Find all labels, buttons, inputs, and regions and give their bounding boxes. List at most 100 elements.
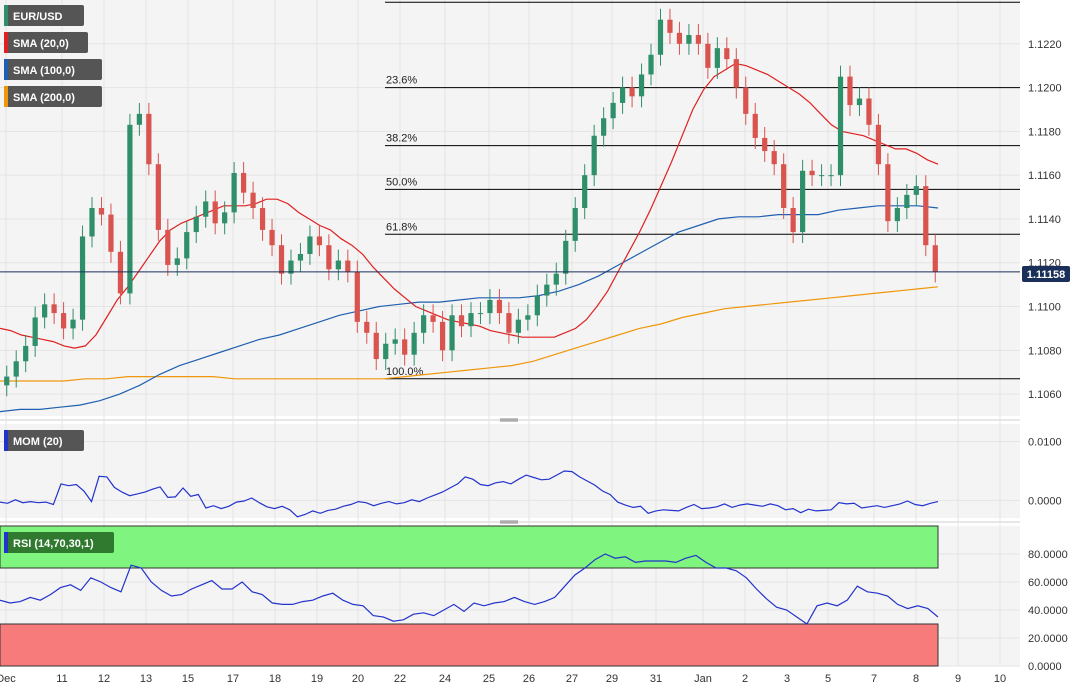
candle-up [335, 260, 341, 270]
x-tick-label: 22 [394, 673, 406, 685]
x-tick-label: 25 [483, 673, 495, 685]
candle-down [108, 214, 114, 252]
candle-up [610, 102, 616, 119]
candle-up [136, 113, 142, 125]
x-tick-label: 17 [227, 673, 239, 685]
candle-up [553, 273, 559, 285]
candle-up [231, 172, 237, 213]
x-tick-label: 3 [784, 673, 790, 685]
candle-up [42, 304, 48, 318]
legend-eurusd[interactable]: EUR/USD [4, 5, 84, 26]
candle-up [648, 54, 654, 75]
legend-rsi[interactable]: RSI (14,70,30,1) [4, 532, 114, 553]
x-tick-label: Jan [694, 673, 712, 685]
legend-rsi-label: RSI (14,70,30,1) [13, 538, 94, 550]
resize-handle-2[interactable] [500, 520, 518, 524]
candle-up [421, 315, 427, 333]
candle-down [629, 87, 635, 97]
legend-sma200-label: SMA (200,0) [13, 92, 75, 104]
candle-up [32, 317, 38, 346]
candle-up [392, 339, 398, 344]
candle-down [724, 48, 730, 60]
rsi-y-tick-label: 80.0000 [1028, 549, 1068, 561]
x-tick-label: 13 [140, 673, 152, 685]
candle-down [165, 229, 171, 265]
candle-down [212, 201, 218, 224]
candle-down [885, 164, 891, 222]
candle-down [402, 339, 408, 355]
candle-down [771, 151, 777, 165]
rsi-y-tick-label: 20.0000 [1028, 633, 1068, 645]
candle-up [657, 19, 664, 55]
candle-up [203, 201, 209, 217]
x-tick-label: 19 [311, 673, 323, 685]
candle-up [127, 124, 133, 294]
candle-up [193, 216, 199, 233]
candle-down [326, 245, 332, 270]
candle-up [487, 299, 493, 314]
x-tick-label: 31 [650, 673, 662, 685]
candle-up [70, 319, 76, 329]
x-tick-label: 26 [523, 673, 535, 685]
legend-sma20[interactable]: SMA (20,0) [4, 32, 88, 53]
candle-down [354, 271, 360, 322]
x-tick-label: 5 [825, 673, 831, 685]
candle-up [297, 253, 304, 261]
last-price-badge: 1.11158 [1022, 266, 1070, 282]
x-tick-label: 18 [269, 673, 281, 685]
candle-up [856, 98, 863, 106]
x-tick-label: 20 [352, 673, 364, 685]
candle-up [828, 175, 834, 177]
candle-up [288, 260, 294, 274]
x-tick-label: 27 [566, 673, 578, 685]
x-tick-label: Dec [0, 673, 16, 685]
candle-up [638, 74, 645, 97]
candle-down [762, 137, 768, 152]
candle-down [98, 208, 105, 215]
rsi-y-tick-label: 40.0000 [1028, 605, 1068, 617]
legend-eurusd-label: EUR/USD [13, 11, 63, 23]
x-tick-label: 15 [182, 673, 194, 685]
mom-y-tick-label: 0.0000 [1028, 495, 1062, 507]
momentum-line [0, 470, 939, 518]
x-tick-label: 8 [913, 673, 919, 685]
candle-up [913, 186, 919, 195]
legend-mom[interactable]: MOM (20) [4, 430, 84, 451]
candle-up [184, 232, 190, 259]
last-price-label: 1.11158 [1027, 269, 1066, 281]
y-tick-label: 1.1160 [1028, 170, 1061, 182]
candle-up [714, 48, 720, 68]
y-tick-label: 1.1220 [1028, 39, 1062, 51]
main-panel [0, 0, 1020, 416]
y-tick-label: 1.1100 [1028, 302, 1061, 314]
candle-up [686, 35, 692, 44]
legend-sma100[interactable]: SMA (100,0) [4, 59, 102, 80]
fib-label: 61.8% [386, 221, 417, 233]
legend-sma200[interactable]: SMA (200,0) [4, 86, 102, 107]
legend-mom-label: MOM (20) [13, 436, 63, 448]
fib-label: 50.0% [386, 176, 417, 188]
candle-up [383, 343, 389, 360]
y-tick-label: 1.1200 [1028, 83, 1062, 95]
candle-down [695, 35, 701, 44]
candle-down [743, 87, 749, 114]
resize-handle-1[interactable] [500, 418, 518, 422]
y-tick-label: 1.1080 [1028, 345, 1062, 357]
candle-down [506, 313, 512, 333]
candle-up [23, 345, 29, 362]
candle-down [809, 170, 815, 176]
candle-down [155, 164, 161, 230]
candle-down [781, 164, 787, 208]
candle-up [904, 194, 910, 208]
candle-down [373, 332, 379, 360]
sma100-line [0, 205, 939, 413]
candle-down [51, 304, 57, 314]
candle-down [790, 208, 796, 233]
candle-down [847, 76, 853, 106]
candle-up [534, 295, 540, 316]
candle-down [439, 321, 446, 351]
candle-down [430, 315, 436, 322]
candle-down [458, 315, 465, 327]
candle-up [307, 236, 313, 254]
